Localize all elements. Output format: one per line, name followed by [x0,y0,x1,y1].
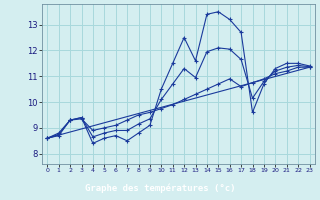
Text: Graphe des températures (°c): Graphe des températures (°c) [85,184,235,193]
